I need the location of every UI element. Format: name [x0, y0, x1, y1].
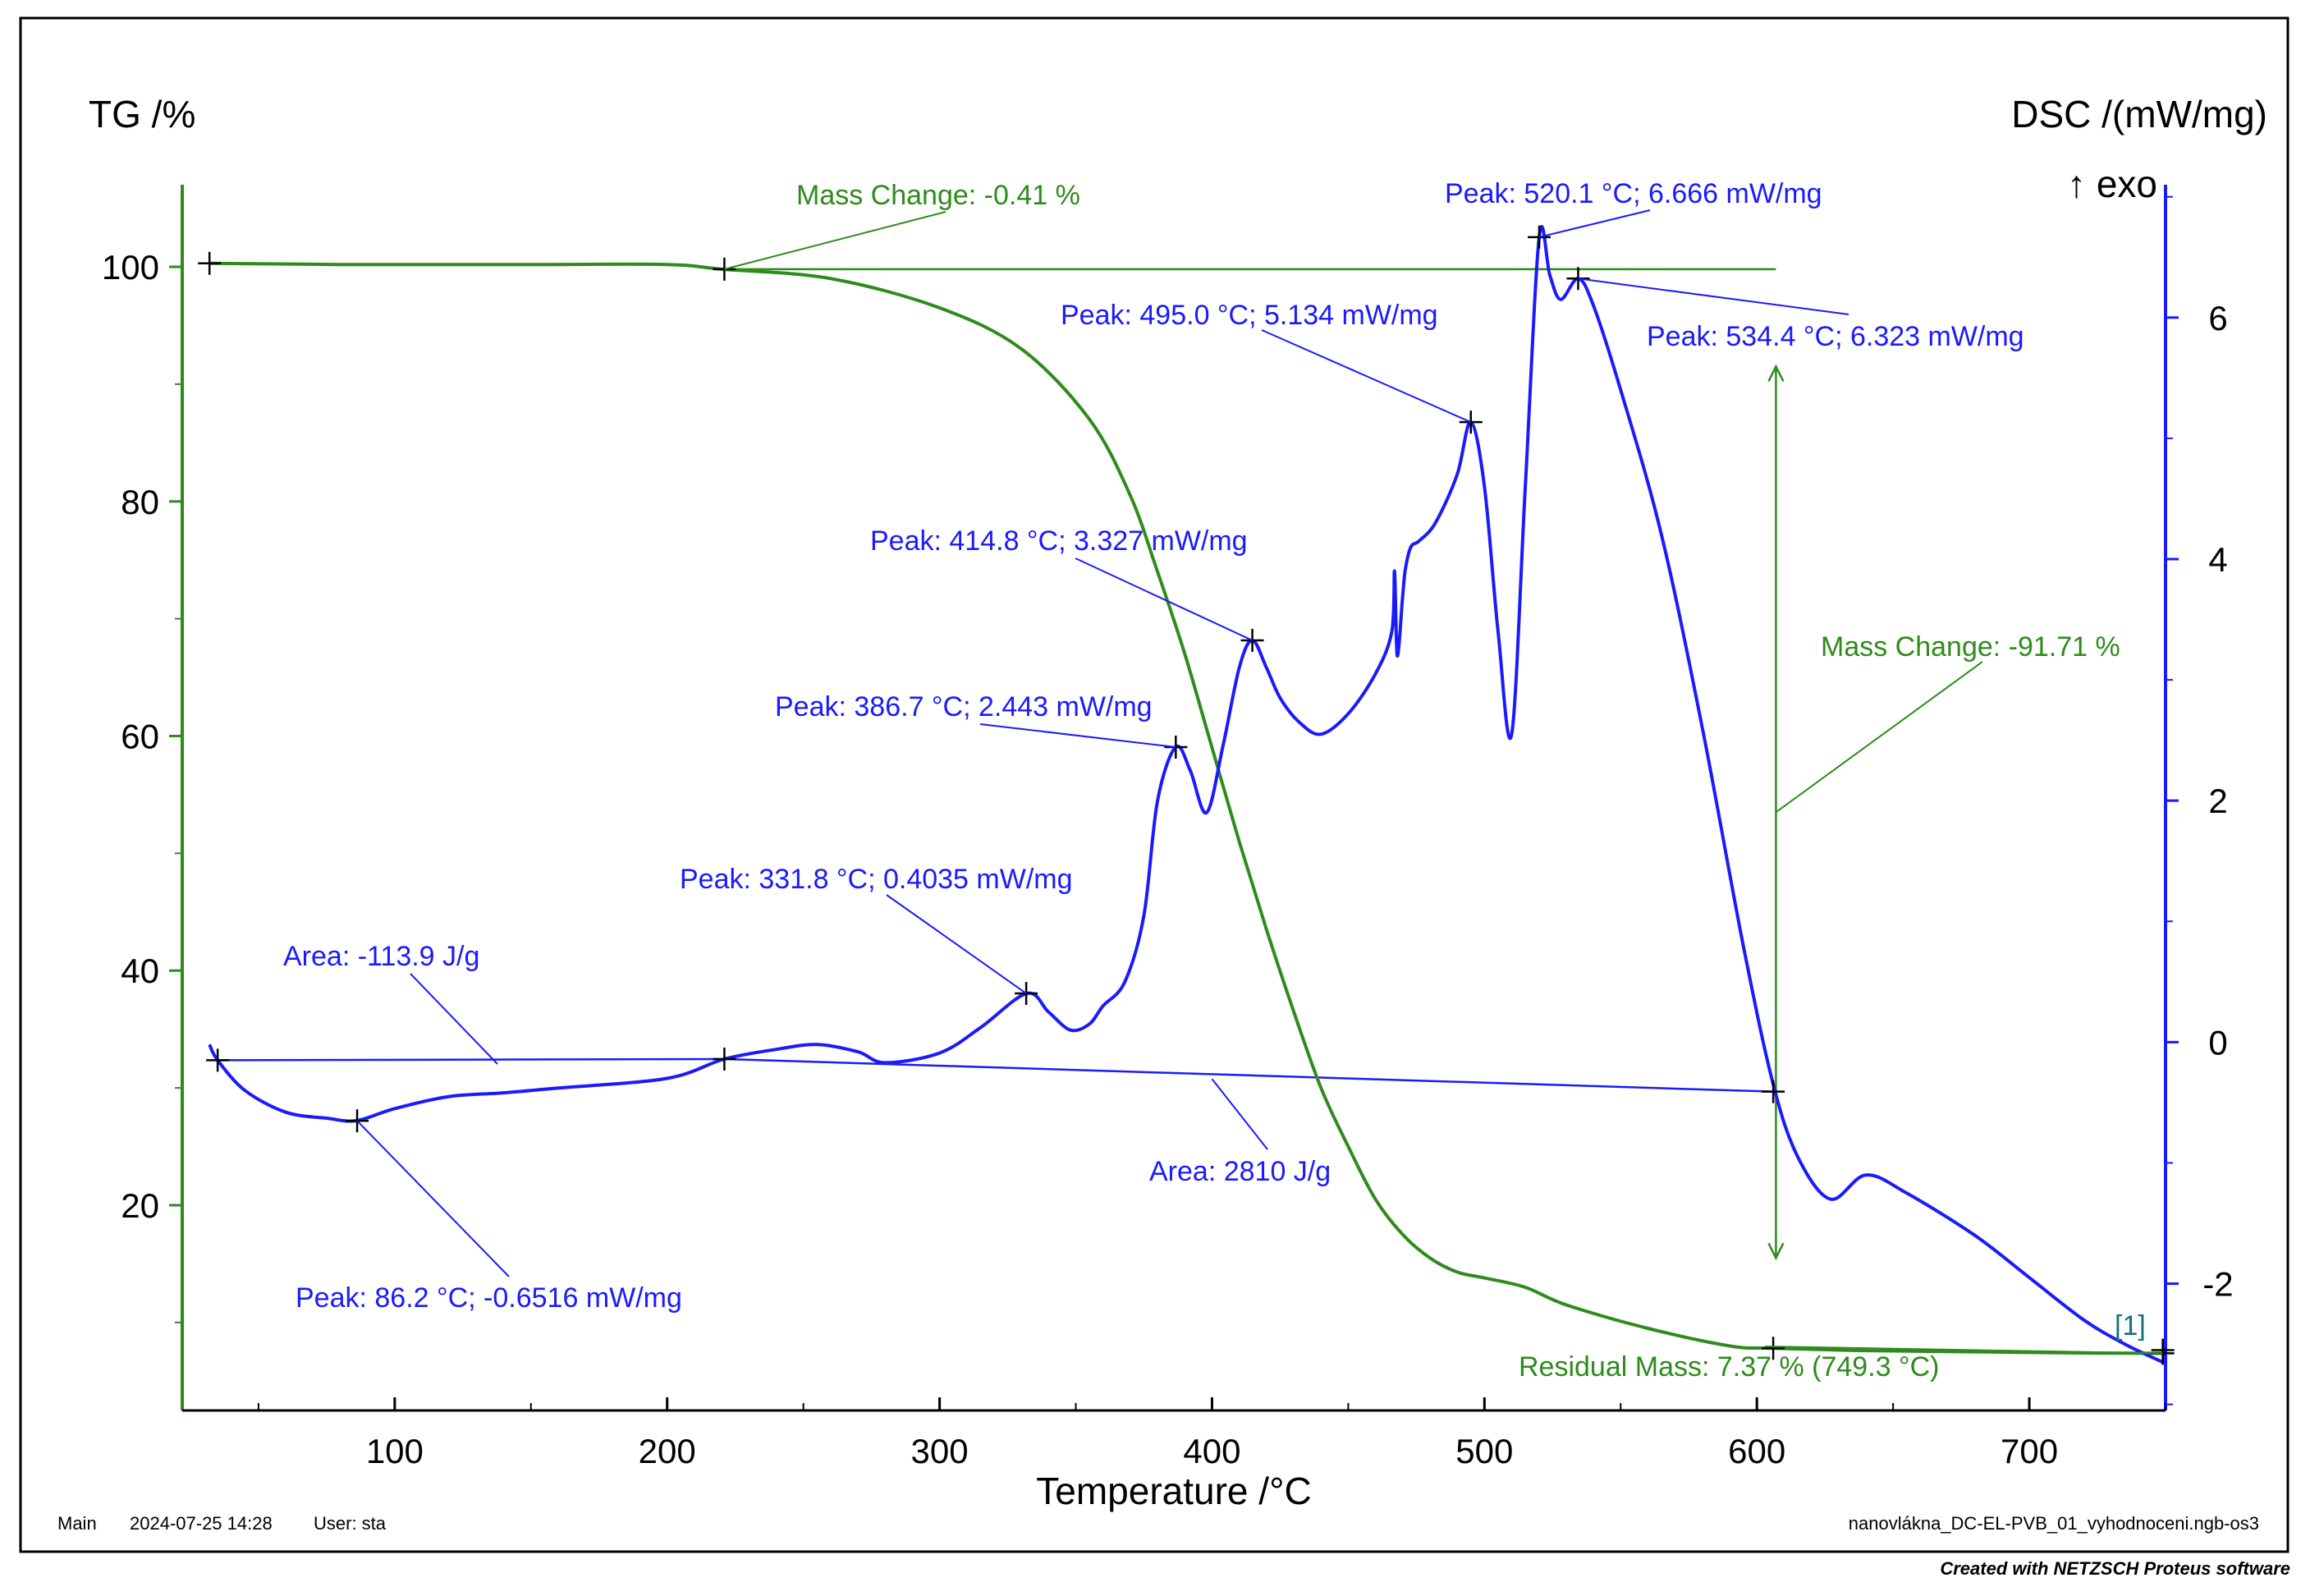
peak-label-534: Peak: 534.4 °C; 6.323 mW/mg	[1647, 321, 2024, 352]
area-label-1: Area: -113.9 J/g	[283, 941, 479, 972]
leader-peak-331	[886, 894, 1027, 994]
mass-change-arrowhead-bottom	[1767, 1242, 1785, 1261]
dsc-area-baseline-2	[724, 1057, 1774, 1093]
peak-label-86: Peak: 86.2 °C; -0.6516 mW/mg	[296, 1282, 682, 1314]
area-label-2: Area: 2810 J/g	[1149, 1156, 1331, 1187]
leader-peak-414	[1075, 557, 1253, 641]
leader-residual-mass	[1764, 1346, 2163, 1355]
x-axis-title: Temperature /°C	[1036, 1470, 1311, 1512]
peak-label-331: Peak: 331.8 °C; 0.4035 mW/mg	[680, 864, 1073, 895]
y-right-tick-label--2: -2	[2202, 1265, 2233, 1304]
exo-label: ↑ exo	[2067, 163, 2157, 205]
peak-label-495: Peak: 495.0 °C; 5.134 mW/mg	[1061, 300, 1438, 331]
footer-filename: nanovlákna_DC-EL-PVB_01_vyhodnoceni.ngb-…	[1849, 1513, 2259, 1534]
plot-frame	[19, 16, 2289, 1553]
footer-user: User: sta	[314, 1513, 387, 1534]
leader-peak-86	[356, 1120, 510, 1277]
y-axis-right-title: DSC /(mW/mg)	[2011, 93, 2267, 135]
footer-datetime: 2024-07-25 14:28	[130, 1513, 273, 1534]
footer-segment: Main	[57, 1513, 97, 1534]
segment-marker: [1]	[2115, 1310, 2146, 1341]
x-tick-label-600: 600	[1728, 1432, 1785, 1470]
peak-label-386: Peak: 386.7 °C; 2.443 mW/mg	[775, 691, 1153, 722]
y-right-tick-label-4: 4	[2208, 540, 2227, 579]
leader-area-1	[410, 973, 498, 1065]
tg-curve	[209, 261, 2163, 1355]
mass-change-arrowhead-top	[1767, 364, 1785, 383]
x-tick-label-700: 700	[2001, 1432, 2058, 1470]
x-tick-label-200: 200	[639, 1432, 696, 1470]
mass-change-label-2: Mass Change: -91.71 %	[1821, 631, 2120, 663]
leader-peak-520	[1538, 209, 1651, 238]
residual-mass-label: Residual Mass: 7.37 % (749.3 °C)	[1519, 1351, 1940, 1383]
leader-peak-386	[979, 723, 1176, 749]
mass-change-label-1: Mass Change: -0.41 %	[796, 180, 1080, 211]
x-tick-label-400: 400	[1183, 1432, 1240, 1470]
y-left-tick-label-20: 20	[121, 1186, 159, 1225]
y-right-tick-label-0: 0	[2208, 1023, 2227, 1062]
y-right-tick-label-2: 2	[2208, 782, 2227, 820]
leader-mass-change-2	[1775, 661, 1983, 814]
leader-mass-change-1	[724, 211, 946, 270]
peak-label-520: Peak: 520.1 °C; 6.666 mW/mg	[1445, 178, 1822, 209]
x-tick-label-100: 100	[366, 1432, 424, 1470]
leader-peak-495	[1261, 329, 1472, 424]
leader-area-2	[1211, 1078, 1268, 1150]
y-left-tick-label-80: 80	[121, 483, 159, 521]
peak-label-414: Peak: 414.8 °C; 3.327 mW/mg	[870, 525, 1248, 557]
dsc-curve	[208, 225, 2164, 1364]
dsc-area-baseline-1	[218, 1057, 725, 1062]
y-left-tick-label-60: 60	[121, 717, 159, 755]
x-tick-label-500: 500	[1455, 1432, 1513, 1470]
leader-peak-534	[1578, 277, 1849, 315]
y-axis-left-title: TG /%	[89, 93, 195, 135]
y-right-tick-label-6: 6	[2208, 299, 2227, 337]
y-left-tick-label-40: 40	[121, 952, 159, 990]
x-tick-label-300: 300	[911, 1432, 969, 1470]
footer-credit: Created with NETZSCH Proteus software	[1940, 1558, 2290, 1579]
y-left-tick-label-100: 100	[102, 248, 159, 287]
